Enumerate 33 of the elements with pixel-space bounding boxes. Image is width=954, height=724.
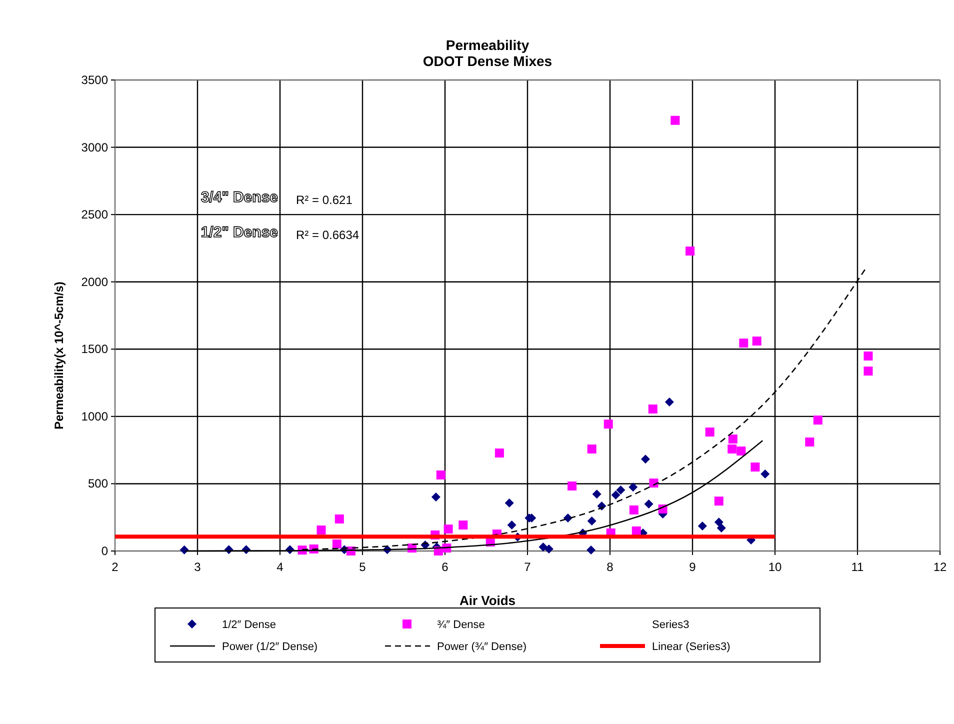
chart-subtitle: ODOT Dense Mixes	[422, 53, 552, 69]
y-tick-label: 500	[88, 476, 108, 491]
annotation: 3/4" Dense	[200, 189, 278, 206]
x-tick-label: 7	[524, 560, 532, 574]
x-tick-label: 11	[851, 560, 864, 574]
text: Series3	[652, 619, 690, 631]
legend-label: Power (1/2″ Dense)	[222, 641, 318, 653]
x-tick-label: 3	[194, 560, 202, 574]
x-tick-label: 9	[689, 560, 696, 574]
y-axis-title: Permeability(x 10^-5cm/s)	[52, 282, 66, 430]
x-axis-title: Air Voids	[459, 593, 516, 608]
y-tick-label: 1500	[81, 342, 108, 356]
chart-title: Permeability	[446, 37, 530, 53]
y-tick-label: 2500	[81, 208, 108, 222]
y-tick-label: 3000	[81, 140, 108, 154]
x-tick-label: 10	[768, 560, 782, 574]
y-tick-label: 1000	[81, 409, 108, 424]
x-tick-label: 12	[933, 560, 947, 574]
annotation: 1/2" Dense	[200, 224, 278, 241]
x-tick-label: 2	[112, 560, 119, 574]
annotation: R² = 0.621	[296, 193, 353, 207]
y-tick-label: 2000	[81, 274, 108, 289]
x-tick-label: 6	[442, 560, 449, 574]
y-tick-label: 3500	[81, 73, 108, 87]
annotation: R² = 0.6634	[296, 228, 360, 242]
x-tick-label: 8	[606, 560, 614, 574]
legend-label: 1/2″ Dense	[222, 619, 276, 631]
legend-label: Power (¾″ Dense)	[437, 641, 526, 653]
legend-label: Linear (Series3)	[652, 641, 730, 653]
y-tick-label: 0	[101, 544, 108, 558]
x-tick-label: 5	[359, 560, 366, 574]
legend-label: ¾″ Dense	[437, 619, 485, 631]
x-tick-label: 4	[276, 560, 284, 574]
